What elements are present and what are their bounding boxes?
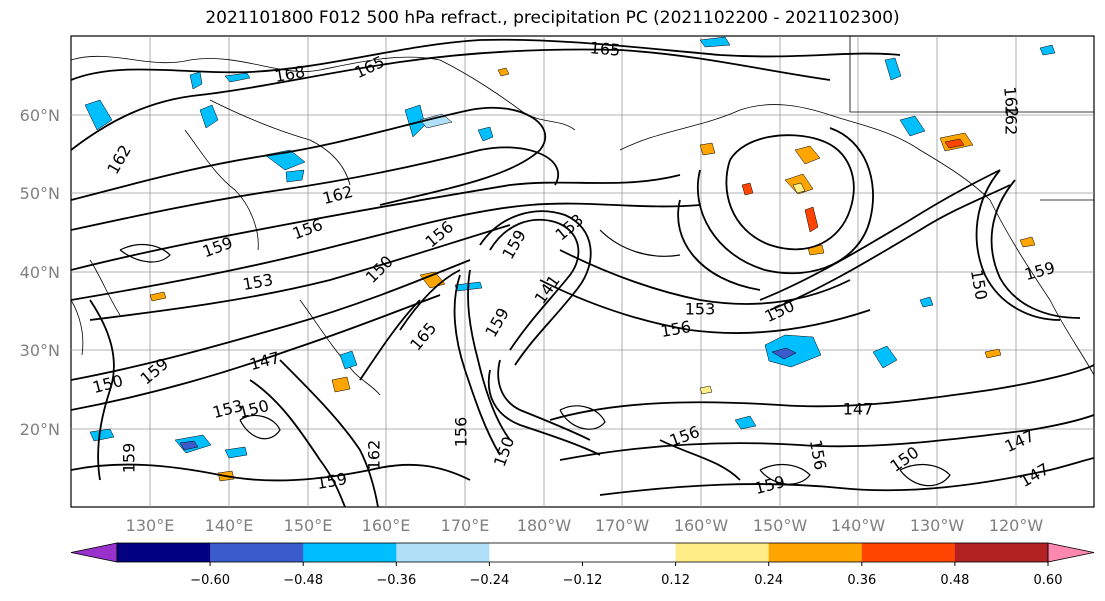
lon-label-130e: 130°E [126, 516, 175, 535]
lon-label-140w: 140°W [831, 516, 886, 535]
colorbar-segment [396, 543, 490, 562]
colorbar-segment [768, 543, 863, 562]
lon-label-120w: 120°W [989, 516, 1044, 535]
colorbar: −0.60 −0.48 −0.36 −0.24 −0.12 0.12 0.24 0.36 0.4… [70, 542, 1095, 588]
colorbar-segments [70, 542, 1095, 563]
lat-label-60n: 60°N [20, 106, 60, 125]
lon-label-140e: 140°E [205, 516, 254, 535]
contour-label: 162 [1000, 86, 1022, 118]
map-content [71, 36, 1094, 507]
lon-label-160e: 160°E [362, 516, 411, 535]
refractivity-contours [71, 38, 1094, 507]
lon-label-170w: 170°W [595, 516, 650, 535]
lat-label-40n: 40°N [20, 263, 60, 282]
colorbar-segment [861, 543, 956, 562]
colorbar-segment [675, 543, 770, 562]
colorbar-extend-max [1047, 542, 1095, 563]
colorbar-segment [210, 543, 304, 562]
contour-label: 159 [120, 443, 139, 474]
lat-label-20n: 20°N [20, 420, 60, 439]
colorbar-tick-label: 0.36 [847, 573, 876, 588]
lon-label-130w: 130°W [910, 516, 965, 535]
colorbar-segment [117, 543, 211, 562]
lon-label-150w: 150°W [753, 516, 808, 535]
contour-label: 147 [843, 400, 874, 419]
colorbar-extend-min [70, 542, 118, 563]
colorbar-tick-label: 0.12 [661, 573, 690, 588]
contour-label: 156 [452, 417, 471, 448]
lon-label-150e: 150°E [284, 516, 333, 535]
precipitation-patches [84, 36, 1056, 482]
coastlines [71, 36, 1094, 396]
colorbar-tick-label: 0.48 [940, 573, 969, 588]
colorbar-segment [582, 543, 677, 562]
latitude-labels: 60°N 50°N 40°N 30°N 20°N [20, 106, 60, 439]
colorbar-segment [489, 543, 583, 562]
lat-label-30n: 30°N [20, 341, 60, 360]
colorbar-tick-label: −0.12 [563, 573, 603, 588]
secondary-contours [119, 229, 951, 487]
colorbar-tick-label: −0.36 [376, 573, 416, 588]
contour-label: 162 [1002, 105, 1021, 136]
colorbar-segment [954, 543, 1049, 562]
contour-label: 153 [685, 300, 716, 319]
colorbar-tick-label: −0.24 [469, 573, 509, 588]
lon-label-160w: 160°W [674, 516, 729, 535]
colorbar-tick-label: −0.48 [283, 573, 323, 588]
contour-label: 165 [589, 38, 621, 60]
contour-label: 162 [365, 440, 384, 471]
lon-label-170e: 170°E [441, 516, 490, 535]
colorbar-tick-label: −0.60 [190, 573, 230, 588]
colorbar-segment [303, 543, 397, 562]
colorbar-ticks: −0.60 −0.48 −0.36 −0.24 −0.12 0.12 0.24 0.36 0.4… [190, 562, 1062, 588]
longitude-labels: 130°E 140°E 150°E 160°E 170°E 180°W 170°… [126, 516, 1044, 535]
map-title: 2021101800 F012 500 hPa refract., precip… [205, 8, 900, 28]
lat-label-50n: 50°N [20, 184, 60, 203]
colorbar-tick-label: 0.24 [754, 573, 783, 588]
lon-label-180w: 180°W [517, 516, 572, 535]
colorbar-tick-label: 0.60 [1034, 573, 1063, 588]
